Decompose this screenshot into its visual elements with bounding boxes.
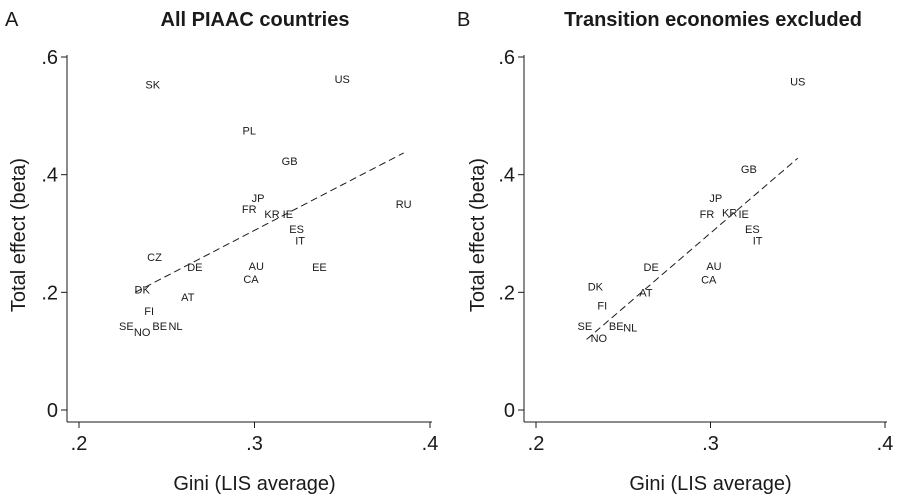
point-label-no: NO: [134, 327, 151, 339]
point-label-es: ES: [289, 224, 304, 236]
point-label-au: AU: [249, 261, 264, 273]
y-tick-label: .4: [41, 165, 58, 187]
point-label-ca: CA: [243, 274, 259, 286]
point-label-de: DE: [187, 262, 202, 274]
point-label-se: SE: [119, 321, 134, 333]
point-label-au: AU: [706, 261, 721, 273]
y-tick-label: 0: [47, 400, 58, 422]
y-tick-label: .6: [41, 47, 58, 69]
x-tick-label: .2: [528, 433, 545, 455]
point-label-at: AT: [181, 292, 195, 304]
point-label-ru: RU: [396, 199, 412, 211]
panel-letter: B: [457, 9, 470, 31]
chart-title: All PIAAC countries: [161, 9, 350, 31]
point-label-be: BE: [609, 321, 624, 333]
x-tick-label: .3: [702, 433, 719, 455]
fit-line: [134, 152, 404, 293]
point-label-no: NO: [591, 333, 608, 345]
point-label-es: ES: [745, 224, 760, 236]
point-label-nl: NL: [623, 323, 637, 335]
x-axis-title: Gini (LIS average): [173, 473, 335, 495]
point-label-fi: FI: [597, 300, 607, 312]
point-label-se: SE: [578, 321, 593, 333]
point-label-sk: SK: [145, 80, 160, 92]
point-label-ee: EE: [312, 262, 327, 274]
y-axis-title: Total effect (beta): [467, 158, 489, 312]
point-label-it: IT: [295, 236, 305, 248]
point-label-dk: DK: [588, 281, 604, 293]
chart-panel-a: A All PIAAC countries .2 .3 .4 0 .2 .4 .6 Gini (L…: [5, 9, 438, 495]
x-tick-label: .4: [877, 433, 894, 455]
point-label-kr: KR: [722, 207, 737, 219]
y-axis-title: Total effect (beta): [8, 158, 30, 312]
point-label-gb: GB: [741, 164, 757, 176]
point-label-fr: FR: [700, 209, 715, 221]
x-tick-label: .2: [71, 433, 88, 455]
panel-letter: A: [5, 9, 19, 31]
point-label-fi: FI: [144, 306, 154, 318]
y-tick-label: .6: [498, 47, 515, 69]
point-label-kr: KR: [264, 209, 279, 221]
y-tick-label: .4: [498, 165, 515, 187]
chart-panel-b: B Transition economies excluded .2 .3 .4 0 .2.…: [457, 9, 893, 495]
point-label-at: AT: [639, 287, 653, 299]
point-label-jp: JP: [709, 193, 722, 205]
point-label-ca: CA: [701, 274, 717, 286]
point-label-us: US: [790, 77, 805, 89]
point-label-us: US: [335, 74, 350, 86]
point-label-pl: PL: [243, 126, 256, 138]
point-label-it: IT: [753, 236, 763, 248]
point-label-be: BE: [152, 321, 167, 333]
y-tick-label: .2: [498, 282, 515, 304]
point-label-de: DE: [644, 262, 659, 274]
point-label-fr: FR: [242, 204, 257, 216]
x-axis-title: Gini (LIS average): [629, 473, 791, 495]
y-tick-label: 0: [504, 400, 515, 422]
chart-title: Transition economies excluded: [564, 9, 862, 31]
x-tick-label: .3: [246, 433, 263, 455]
point-label-nl: NL: [168, 321, 182, 333]
point-label-ie: IE: [283, 209, 293, 221]
point-label-cz: CZ: [147, 252, 162, 264]
point-label-jp: JP: [252, 193, 265, 205]
fit-line: [586, 157, 799, 340]
point-label-dk: DK: [135, 284, 151, 296]
y-tick-label: .2: [41, 282, 58, 304]
x-tick-label: .4: [422, 433, 439, 455]
point-label-gb: GB: [282, 156, 298, 168]
point-label-ie: IE: [738, 209, 748, 221]
